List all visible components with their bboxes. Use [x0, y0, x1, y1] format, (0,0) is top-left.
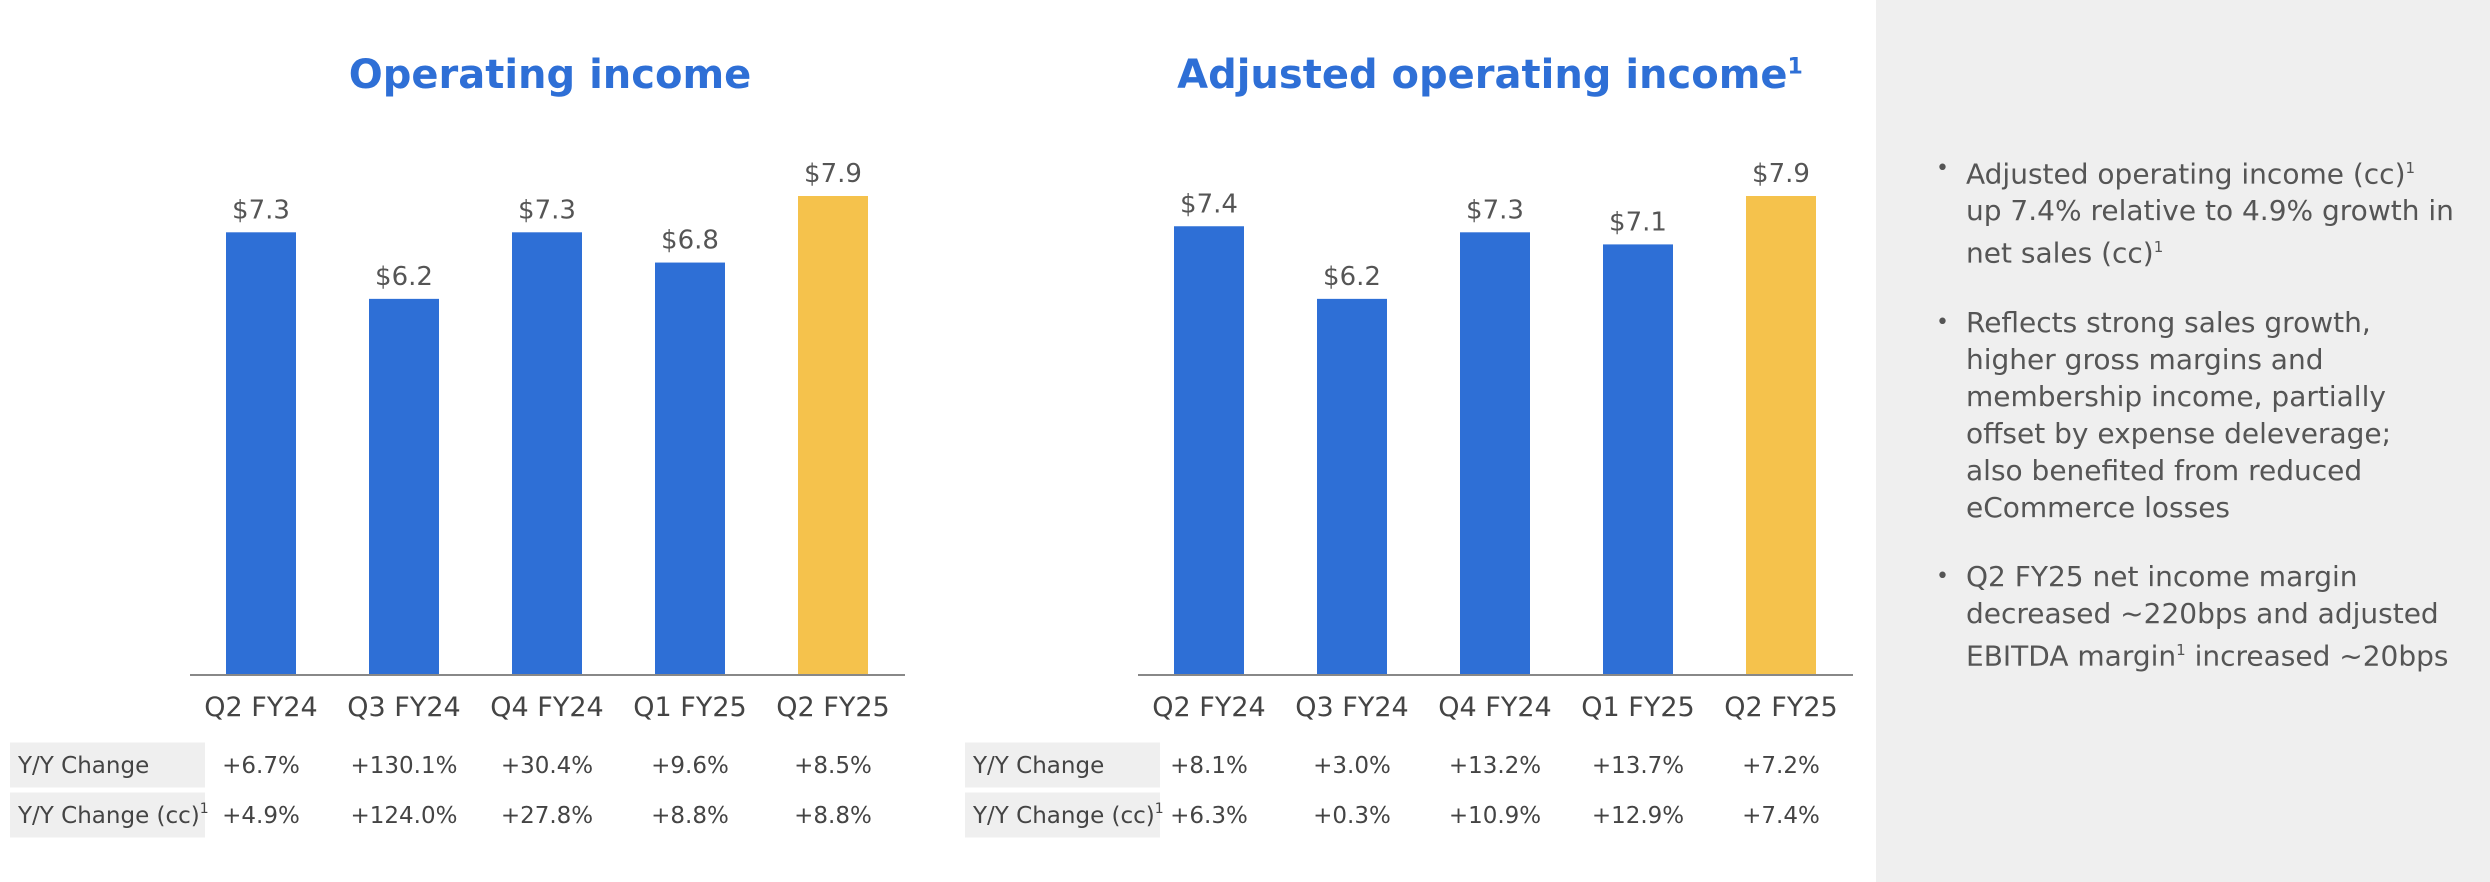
table-cell: +3.0%: [1313, 753, 1391, 779]
table-row-label: Y/Y Change (cc)1: [17, 801, 209, 829]
table-row-label: Y/Y Change (cc)1: [972, 801, 1164, 829]
bar-value-label: $7.9: [804, 159, 862, 189]
bar-value-label: $7.4: [1180, 189, 1238, 219]
table-cell: +8.1%: [1170, 753, 1248, 779]
commentary-panel: Adjusted operating income (cc)1 up 7.4% …: [1876, 0, 2490, 882]
bullet-adjusted-income: Adjusted operating income (cc)1 up 7.4% …: [1936, 150, 2456, 272]
table-cell: +6.3%: [1170, 803, 1248, 829]
x-tick-label: Q3 FY24: [347, 692, 460, 723]
commentary-bullets: Adjusted operating income (cc)1 up 7.4% …: [1936, 150, 2456, 706]
bullet-margins: Q2 FY25 net income margin decreased ~220…: [1936, 558, 2456, 674]
x-tick-label: Q2 FY25: [776, 692, 889, 723]
table-cell: +8.5%: [794, 753, 872, 779]
bar-q1-fy25: [1603, 244, 1673, 674]
bar-value-label: $7.9: [1752, 159, 1810, 189]
table-cell: +12.9%: [1592, 803, 1684, 829]
x-tick-label: Q3 FY24: [1295, 692, 1408, 723]
superscript: 1: [1155, 801, 1164, 817]
table-cell: +30.4%: [501, 753, 593, 779]
table-cell: +7.2%: [1742, 753, 1820, 779]
table-cell: +124.0%: [351, 803, 458, 829]
table-row-label-text: Y/Y Change (cc): [972, 803, 1155, 829]
table-cell: +130.1%: [351, 753, 458, 779]
table-row-label-text: Y/Y Change: [17, 753, 149, 779]
table-row-header-bg: [10, 742, 205, 788]
bullet-sales-growth: Reflects strong sales growth, higher gro…: [1936, 304, 2456, 526]
x-tick-label: Q1 FY25: [1581, 692, 1694, 723]
chart-title-adjusted-operating-income: Adjusted operating income1: [1177, 52, 1803, 98]
bar-value-label: $7.3: [232, 195, 290, 225]
table-cell: +27.8%: [501, 803, 593, 829]
x-tick-label: Q1 FY25: [633, 692, 746, 723]
table-row-label: Y/Y Change: [972, 753, 1104, 779]
bar-q4-fy24: [1460, 232, 1530, 674]
bar-value-label: $7.3: [1466, 195, 1524, 225]
table-row-label-text: Y/Y Change: [972, 753, 1104, 779]
bar-q2-fy25: [798, 196, 868, 674]
bar-q1-fy25: [655, 262, 725, 674]
table-cell: +9.6%: [651, 753, 729, 779]
x-tick-label: Q4 FY24: [490, 692, 603, 723]
bar-q3-fy24: [369, 298, 439, 674]
bar-q2-fy24: [1174, 226, 1244, 674]
bar-q2-fy25: [1746, 196, 1816, 674]
bar-value-label: $6.2: [375, 262, 433, 292]
table-row-header-bg: [965, 742, 1160, 788]
x-tick-label: Q4 FY24: [1438, 692, 1551, 723]
bar-value-label: $7.1: [1609, 207, 1667, 237]
bar-value-label: $6.2: [1323, 262, 1381, 292]
x-tick-label: Q2 FY25: [1724, 692, 1837, 723]
table-cell: +8.8%: [651, 803, 729, 829]
x-tick-label: Q2 FY24: [204, 692, 317, 723]
table-row-header-bg: [965, 792, 1160, 838]
bar-q3-fy24: [1317, 298, 1387, 674]
operating-income-chart: $7.3 Q2 FY24 $6.2 Q3 FY24 $7.3 Q4 FY24 $6.8 Q1 …: [10, 159, 905, 838]
adjusted-operating-income-chart: $7.4 Q2 FY24 $6.2 Q3 FY24 $7.3 Q4 FY24 $7.1 Q1 …: [965, 159, 1853, 838]
bar-value-label: $6.8: [661, 226, 719, 256]
table-cell: +10.9%: [1449, 803, 1541, 829]
table-cell: +13.2%: [1449, 753, 1541, 779]
bar-q2-fy24: [226, 232, 296, 674]
table-cell: +7.4%: [1742, 803, 1820, 829]
table-row-header-bg: [10, 792, 205, 838]
bar-q4-fy24: [512, 232, 582, 674]
table-cell: +4.9%: [222, 803, 300, 829]
chart-title-operating-income: Operating income: [348, 52, 752, 98]
table-cell: +8.8%: [794, 803, 872, 829]
table-cell: +13.7%: [1592, 753, 1684, 779]
bar-value-label: $7.3: [518, 195, 576, 225]
x-tick-label: Q2 FY24: [1152, 692, 1265, 723]
table-cell: +0.3%: [1313, 803, 1391, 829]
superscript: 1: [200, 801, 209, 817]
table-row-label: Y/Y Change: [17, 753, 149, 779]
table-cell: +6.7%: [222, 753, 300, 779]
table-row-label-text: Y/Y Change (cc): [17, 803, 200, 829]
